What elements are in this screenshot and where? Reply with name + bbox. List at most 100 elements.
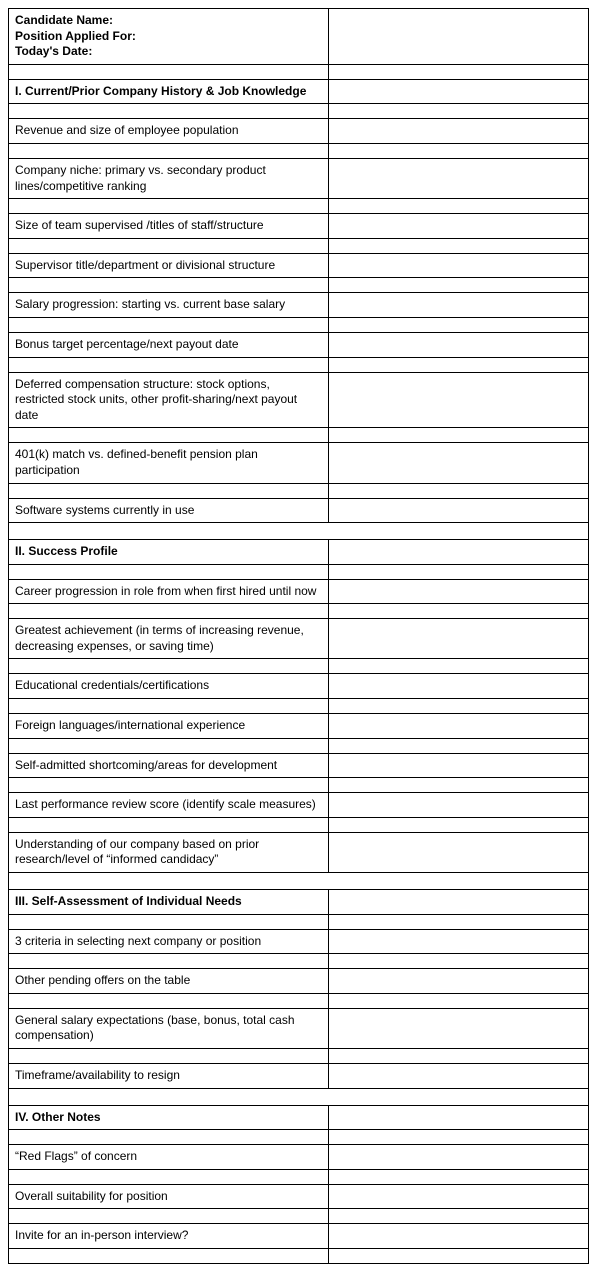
spacer — [9, 357, 329, 372]
spacer — [329, 954, 589, 969]
s3-item-1: Other pending offers on the table — [9, 969, 329, 994]
header-candidate-name: Candidate Name: — [15, 13, 322, 29]
section-3-title: III. Self-Assessment of Individual Needs — [9, 890, 329, 915]
s3-item-2-value[interactable] — [329, 1008, 589, 1048]
spacer — [329, 1130, 589, 1145]
spacer — [329, 1209, 589, 1224]
spacer — [329, 143, 589, 158]
s2-item-3: Foreign languages/international experien… — [9, 714, 329, 739]
s1-item-6-value[interactable] — [329, 372, 589, 428]
spacer — [329, 357, 589, 372]
spacer — [9, 993, 329, 1008]
spacer — [329, 1049, 589, 1064]
s4-item-2: Invite for an in-person interview? — [9, 1224, 329, 1249]
spacer — [9, 659, 329, 674]
s1-item-1: Company niche: primary vs. secondary pro… — [9, 158, 329, 198]
section-gap — [9, 523, 589, 540]
spacer — [329, 1169, 589, 1184]
spacer — [9, 428, 329, 443]
spacer — [9, 483, 329, 498]
spacer — [329, 659, 589, 674]
section-gap — [9, 1088, 589, 1105]
section-2-value[interactable] — [329, 540, 589, 565]
s1-item-7: 401(k) match vs. defined-benefit pension… — [9, 443, 329, 483]
s2-item-5-value[interactable] — [329, 793, 589, 818]
spacer — [9, 199, 329, 214]
s2-item-2-value[interactable] — [329, 674, 589, 699]
s2-item-3-value[interactable] — [329, 714, 589, 739]
s4-item-0-value[interactable] — [329, 1145, 589, 1170]
header-value[interactable] — [329, 9, 589, 65]
s4-item-1: Overall suitability for position — [9, 1184, 329, 1209]
s1-item-4: Salary progression: starting vs. current… — [9, 293, 329, 318]
s4-item-0: “Red Flags” of concern — [9, 1145, 329, 1170]
spacer — [9, 143, 329, 158]
s1-item-8-value[interactable] — [329, 498, 589, 523]
spacer — [9, 1130, 329, 1145]
spacer — [329, 238, 589, 253]
s1-item-5-value[interactable] — [329, 332, 589, 357]
s2-item-5: Last performance review score (identify … — [9, 793, 329, 818]
s1-item-3: Supervisor title/department or divisiona… — [9, 253, 329, 278]
spacer — [9, 1209, 329, 1224]
s1-item-0-value[interactable] — [329, 119, 589, 144]
s1-item-2-value[interactable] — [329, 214, 589, 239]
s3-item-3-value[interactable] — [329, 1064, 589, 1089]
section-3-value[interactable] — [329, 890, 589, 915]
s2-item-0-value[interactable] — [329, 579, 589, 604]
spacer — [329, 317, 589, 332]
s3-item-2: General salary expectations (base, bonus… — [9, 1008, 329, 1048]
s3-item-1-value[interactable] — [329, 969, 589, 994]
s3-item-0: 3 criteria in selecting next company or … — [9, 929, 329, 954]
section-1-value[interactable] — [329, 79, 589, 104]
spacer — [9, 1049, 329, 1064]
spacer — [9, 778, 329, 793]
spacer — [329, 64, 589, 79]
s1-item-1-value[interactable] — [329, 158, 589, 198]
spacer — [329, 993, 589, 1008]
spacer — [9, 1169, 329, 1184]
s1-item-2: Size of team supervised /titles of staff… — [9, 214, 329, 239]
spacer — [9, 317, 329, 332]
s3-item-3: Timeframe/availability to resign — [9, 1064, 329, 1089]
s4-item-1-value[interactable] — [329, 1184, 589, 1209]
section-1-title: I. Current/Prior Company History & Job K… — [9, 79, 329, 104]
spacer — [9, 564, 329, 579]
spacer — [9, 604, 329, 619]
interview-form-table: Candidate Name: Position Applied For: To… — [8, 8, 589, 1264]
spacer — [329, 483, 589, 498]
s2-item-0: Career progression in role from when fir… — [9, 579, 329, 604]
section-4-title: IV. Other Notes — [9, 1105, 329, 1130]
s2-item-2: Educational credentials/certifications — [9, 674, 329, 699]
section-2-title: II. Success Profile — [9, 540, 329, 565]
s3-item-0-value[interactable] — [329, 929, 589, 954]
spacer — [9, 914, 329, 929]
header-labels: Candidate Name: Position Applied For: To… — [9, 9, 329, 65]
spacer — [9, 738, 329, 753]
s1-item-7-value[interactable] — [329, 443, 589, 483]
spacer — [9, 104, 329, 119]
s2-item-1: Greatest achievement (in terms of increa… — [9, 619, 329, 659]
s1-item-3-value[interactable] — [329, 253, 589, 278]
s2-item-6-value[interactable] — [329, 832, 589, 872]
s4-item-2-value[interactable] — [329, 1224, 589, 1249]
s1-item-4-value[interactable] — [329, 293, 589, 318]
section-4-value[interactable] — [329, 1105, 589, 1130]
spacer — [329, 738, 589, 753]
spacer — [9, 954, 329, 969]
header-date: Today's Date: — [15, 44, 322, 60]
spacer — [329, 1248, 589, 1263]
spacer — [329, 278, 589, 293]
spacer — [329, 604, 589, 619]
s2-item-4-value[interactable] — [329, 753, 589, 778]
s2-item-1-value[interactable] — [329, 619, 589, 659]
spacer — [9, 278, 329, 293]
s2-item-4: Self-admitted shortcoming/areas for deve… — [9, 753, 329, 778]
spacer — [329, 699, 589, 714]
header-row: Candidate Name: Position Applied For: To… — [9, 9, 589, 65]
section-gap — [9, 873, 589, 890]
spacer — [9, 817, 329, 832]
spacer — [329, 199, 589, 214]
s1-item-8: Software systems currently in use — [9, 498, 329, 523]
s1-item-6: Deferred compensation structure: stock o… — [9, 372, 329, 428]
